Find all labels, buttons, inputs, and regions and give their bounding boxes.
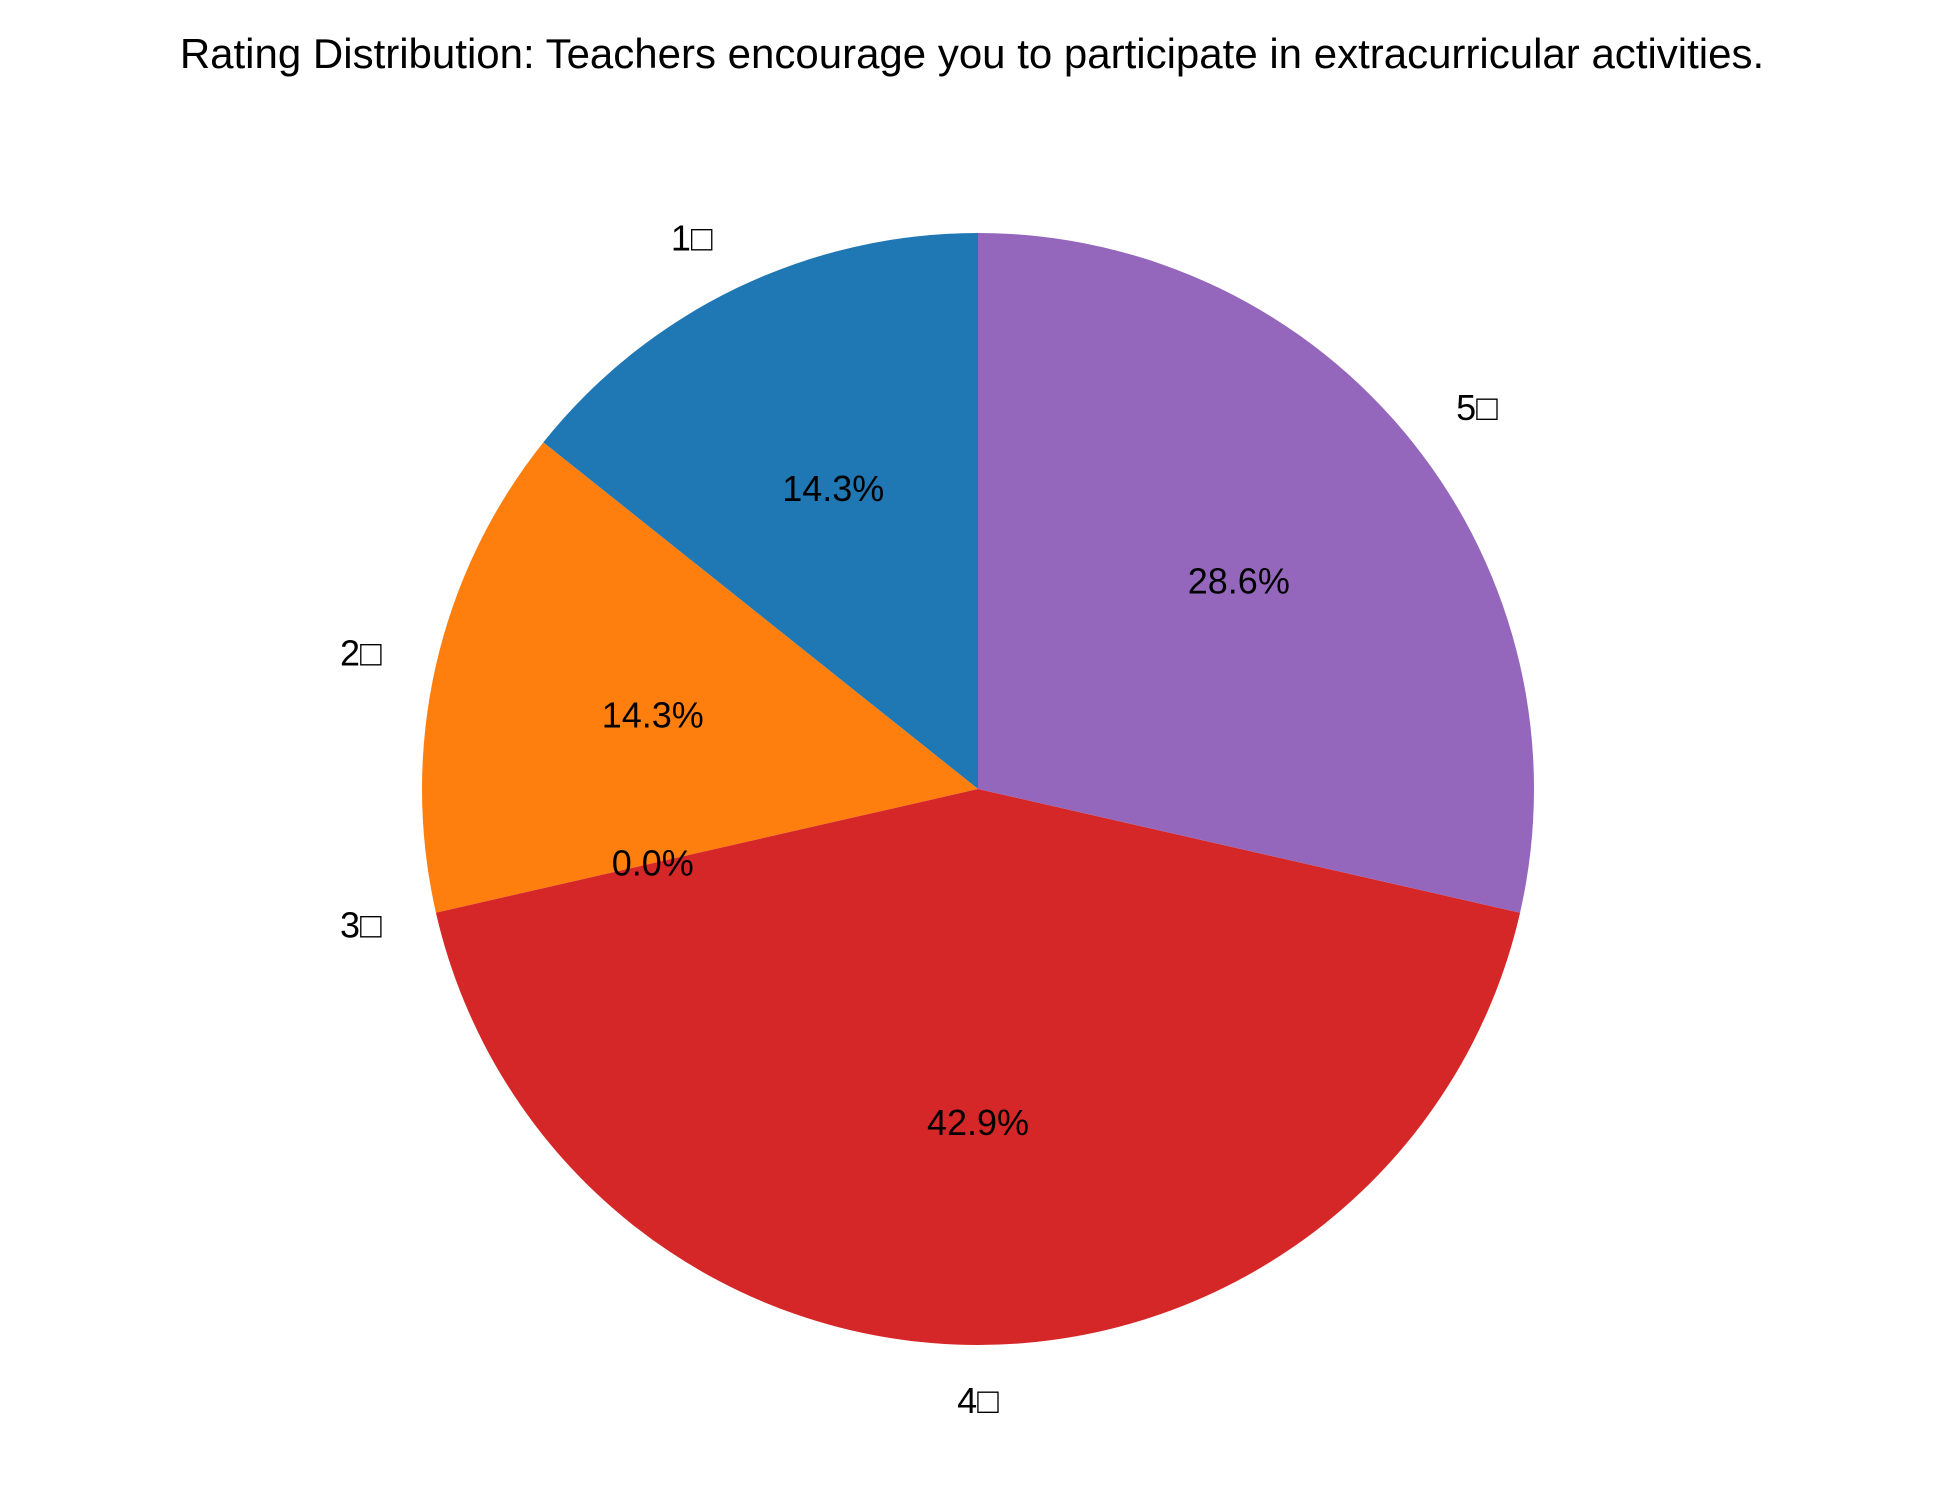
- percent-label-rating-4: 42.9%: [927, 1102, 1029, 1143]
- chart-title: Rating Distribution: Teachers encourage …: [180, 30, 1764, 77]
- slice-label-rating-5: 5□: [1456, 387, 1498, 428]
- pie-slices: [422, 233, 1534, 1345]
- pie-labels: 1□ 14.3% 2□ 14.3% 3□ 0.0% 4□ 42.9% 5□ 28.6%: [340, 217, 1498, 1421]
- pie-slice-rating-2: [422, 442, 978, 913]
- slice-label-rating-2: 2□: [340, 632, 382, 673]
- percent-label-rating-5: 28.6%: [1188, 561, 1290, 602]
- pie-slice-rating-5: [978, 233, 1534, 913]
- slice-label-rating-3: 3□: [340, 905, 382, 946]
- pie-slice-rating-4: [435, 789, 1521, 1345]
- percent-label-rating-1: 14.3%: [782, 468, 884, 509]
- slice-label-rating-4: 4□: [957, 1380, 999, 1421]
- percent-label-rating-3: 0.0%: [612, 843, 694, 884]
- slice-label-rating-1: 1□: [671, 217, 713, 258]
- percent-label-rating-2: 14.3%: [602, 694, 704, 735]
- pie-slice-rating-1: [543, 233, 978, 789]
